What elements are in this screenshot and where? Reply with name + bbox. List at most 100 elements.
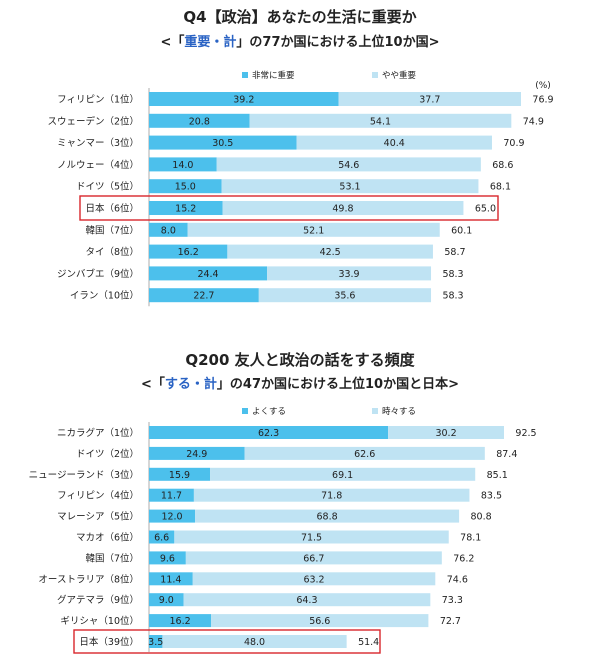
chart2-bar-dark xyxy=(149,572,193,586)
chart1-category-label: スウェーデン（2位） xyxy=(47,115,139,127)
chart2-total-label: 51.4 xyxy=(358,637,379,648)
chart2-value-label-light: 48.0 xyxy=(244,637,265,648)
chart1-value-label-dark: 8.0 xyxy=(161,225,176,236)
chart1-value-label-light: 35.6 xyxy=(334,291,355,302)
chart1-total-label: 74.9 xyxy=(523,116,544,127)
chart1-legend-swatch-dark xyxy=(242,72,248,78)
chart2-total-label: 83.5 xyxy=(481,491,502,502)
chart1-value-label-dark: 14.0 xyxy=(172,160,193,171)
chart1-bar-dark xyxy=(149,113,250,128)
chart2-value-label-dark: 16.2 xyxy=(170,616,191,627)
chart1-subtitle-suffix: 」の77か国における上位10か国> xyxy=(236,34,439,50)
chart1-value-label-dark: 15.2 xyxy=(175,204,196,215)
chart1-category-label: 日本（6位） xyxy=(85,203,139,215)
chart1-category-label: イラン（10位） xyxy=(70,290,139,302)
chart2-category-label: フィリピン（4位） xyxy=(57,490,139,502)
chart1-category-label: ミャンマー（3位） xyxy=(57,137,139,149)
chart1-bar-dark xyxy=(149,201,223,215)
chart1-bar-dark xyxy=(149,288,259,303)
chart2-value-label-light: 66.7 xyxy=(303,553,324,564)
chart2-header: Q200 友人と政治の話をする頻度 <「する・計」の47か国における上位10か国… xyxy=(141,351,459,392)
chart2-bar-dark xyxy=(149,551,186,565)
chart2-bar-dark xyxy=(149,614,212,628)
chart2-legend-label-dark: よくする xyxy=(252,407,286,417)
chart2-value-label-light: 71.5 xyxy=(301,533,322,544)
chart1-bar-light xyxy=(216,157,481,172)
chart1-header: Q4【政治】あなたの生活に重要か <「重要・計」の77か国における上位10か国> xyxy=(161,8,440,50)
chart2-total-label: 72.7 xyxy=(440,616,461,627)
chart2-value-label-light: 56.6 xyxy=(309,616,330,627)
chart1-highlight-box xyxy=(79,195,499,221)
chart2-value-label-light: 68.8 xyxy=(316,512,337,523)
chart1-bar-dark xyxy=(149,179,222,194)
chart2-category-label: マカオ（6位） xyxy=(76,532,139,544)
chart1-total-label: 60.1 xyxy=(451,225,472,236)
chart1-subtitle-prefix: <「 xyxy=(161,34,185,50)
chart1-bar-dark xyxy=(149,244,228,259)
chart2-bar-dark xyxy=(149,509,196,523)
chart2-bar-dark xyxy=(149,446,245,460)
chart1-category-label: ノルウェー（4位） xyxy=(57,159,139,171)
chart1-value-label-dark: 39.2 xyxy=(233,95,254,106)
chart1-value-label-light: 52.1 xyxy=(303,225,324,236)
chart1-bar-light xyxy=(338,92,521,106)
chart1-total-label: 58.3 xyxy=(442,269,463,280)
chart2-value-label-dark: 15.9 xyxy=(169,470,190,481)
chart1-title: Q4【政治】あなたの生活に重要か xyxy=(183,8,416,26)
chart1-legend: 非常に重要 やや重要 xyxy=(242,70,417,81)
chart2-value-label-light: 63.2 xyxy=(303,574,324,585)
chart2-total-label: 87.4 xyxy=(496,449,517,460)
chart2-bar-light xyxy=(211,614,429,628)
chart2-total-label: 76.2 xyxy=(453,553,474,564)
chart2-legend-swatch-dark xyxy=(242,408,248,414)
chart2-bar-dark xyxy=(149,467,211,481)
chart1-value-label-light: 40.4 xyxy=(384,138,405,149)
chart2-subtitle: <「する・計」の47か国における上位10か国と日本> xyxy=(141,376,459,392)
chart1-bar-light xyxy=(221,179,479,194)
chart1-total-label: 68.6 xyxy=(492,160,513,171)
chart1-bar-light xyxy=(222,201,464,215)
chart2-category-label: 韓国（7位） xyxy=(85,552,139,564)
chart1-total-label: 58.7 xyxy=(444,247,465,258)
chart2-subtitle-highlight: する・計 xyxy=(165,376,217,392)
chart1-bar-light xyxy=(187,222,440,237)
chart1-category-label: 韓国（7位） xyxy=(85,224,139,236)
chart1-bar-dark xyxy=(149,266,268,281)
chart2-value-label-dark: 9.6 xyxy=(160,553,175,564)
chart1-total-label: 58.3 xyxy=(442,291,463,302)
chart2-total-label: 80.8 xyxy=(471,512,492,523)
chart2-bar-light xyxy=(195,509,460,523)
chart1-value-label-dark: 22.7 xyxy=(193,291,214,302)
chart2-value-label-dark: 9.0 xyxy=(159,595,174,606)
chart1-value-label-light: 54.6 xyxy=(338,160,359,171)
chart1-value-label-light: 37.7 xyxy=(419,95,440,106)
chart2-value-label-light: 71.8 xyxy=(321,491,342,502)
chart1-value-label-dark: 24.4 xyxy=(197,269,218,280)
chart2-legend: よくする 時々する xyxy=(242,407,416,417)
chart2-bar-dark xyxy=(149,593,184,607)
chart1-bar-light xyxy=(249,113,512,128)
chart2-category-label: マレーシア（5位） xyxy=(57,511,139,523)
chart1-total-label: 76.9 xyxy=(532,95,553,106)
chart1-value-label-dark: 15.0 xyxy=(175,182,196,193)
chart2-subtitle-suffix: 」の47か国における上位10か国と日本> xyxy=(217,376,459,392)
chart1-total-label: 65.0 xyxy=(475,204,496,215)
chart1-bar-light xyxy=(227,244,433,259)
chart1-value-label-dark: 30.5 xyxy=(212,138,233,149)
chart1-bar-light xyxy=(267,266,432,281)
chart2-subtitle-prefix: <「 xyxy=(141,376,165,392)
chart1-category-label: フィリピン（1位） xyxy=(57,94,139,106)
chart2-value-label-dark: 11.4 xyxy=(160,574,181,585)
chart1-plot: フィリピン（1位） 39.2 37.7 76.9 スウェーデン（2位） 20.8 54.1 7… xyxy=(47,88,554,307)
chart2-value-label-dark: 62.3 xyxy=(258,428,279,439)
chart2-bar-dark xyxy=(149,488,194,502)
chart2-value-label-dark: 24.9 xyxy=(186,449,207,460)
chart2-value-label-dark: 11.7 xyxy=(161,491,182,502)
chart2-bar-light xyxy=(185,551,442,565)
chart2-highlight-box xyxy=(73,629,381,654)
chart2-value-label-dark: 6.6 xyxy=(154,533,169,544)
chart2-bar-light xyxy=(192,572,436,586)
chart2-bar-light xyxy=(388,426,504,439)
chart1-value-label-light: 33.9 xyxy=(338,269,359,280)
